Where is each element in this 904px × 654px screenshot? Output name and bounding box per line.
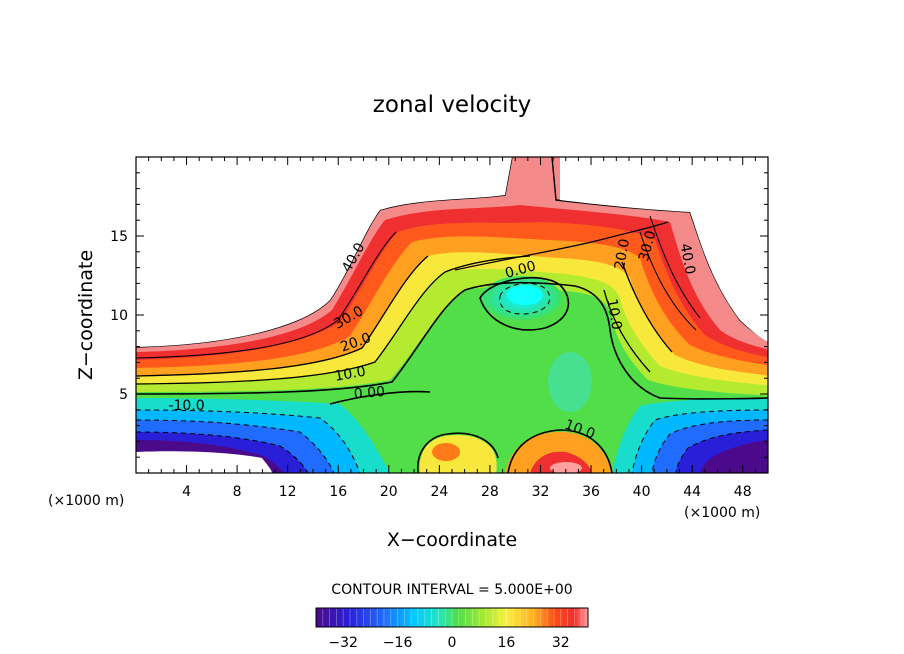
contour-label: 30.0 [636, 229, 660, 263]
y-tick-label: 10 [110, 308, 128, 324]
x-tick-label: 44 [683, 484, 701, 500]
colorbar-ticks: −32 −16 0 16 32 [328, 635, 569, 651]
contour-line-0-loop [479, 276, 570, 331]
field-blob-lower [548, 352, 592, 412]
contour-line-neg10-left [136, 409, 361, 473]
x-tick-label: 48 [734, 484, 752, 500]
contour-line-neg20-right [675, 429, 768, 473]
x-axis: 4 8 12 16 20 24 28 32 36 40 44 48 [148, 157, 756, 500]
x-tick-label: 40 [633, 484, 651, 500]
x-tick-label: 20 [380, 484, 398, 500]
contour-line-20 [136, 255, 673, 377]
contour-line-neg10-right [631, 409, 768, 473]
x-tick-label: 24 [430, 484, 448, 500]
colorbar-tick-label: 32 [552, 635, 570, 651]
contour-line-10 [136, 255, 651, 385]
x-tick-label: 16 [329, 484, 347, 500]
x-tick-label: 12 [279, 484, 297, 500]
x-axis-title: X−coordinate [387, 529, 517, 551]
contour-line-0 [136, 281, 768, 405]
contour-line-neg15-right [651, 419, 768, 473]
field-patch-bottom-right-hot [550, 462, 582, 473]
y-tick-label: 15 [110, 229, 128, 245]
contour-line-neg15-left [136, 419, 335, 473]
contour-line-0-bottom [417, 429, 613, 473]
contour-label: -10.0 [168, 398, 204, 414]
x-tick-label: 36 [582, 484, 600, 500]
x-tick-label: 32 [532, 484, 550, 500]
contour-label: 20.0 [612, 238, 633, 271]
contour-label: 10.0 [603, 298, 624, 331]
contour-label: 40.0 [677, 242, 698, 275]
y-axis: 5 10 15 [110, 172, 768, 458]
field-background-top [136, 157, 512, 347]
contour-line-30 [136, 231, 697, 359]
y-tick-label: 5 [119, 387, 128, 403]
x-unit-right: (×1000 m) [684, 505, 760, 521]
field-patch-bottom-left-core [432, 443, 460, 461]
contour-line-neg20-left [136, 431, 309, 473]
colorbar: −32 −16 0 16 32 [315, 607, 589, 651]
x-tick-label: 8 [233, 484, 242, 500]
plot-field [136, 157, 768, 473]
y-axis-title: Z−coordinate [75, 250, 97, 380]
field-band-purple-right [700, 440, 768, 473]
contour-label: 0.00 [503, 258, 537, 282]
field-hole-left [136, 451, 272, 473]
colorbar-tick-label: −32 [328, 635, 358, 651]
colorbar-tick-label: 0 [448, 635, 457, 651]
colorbar-bar [315, 607, 589, 628]
chart-title: zonal velocity [373, 92, 531, 118]
x-tick-label: 4 [182, 484, 191, 500]
x-tick-label: 28 [481, 484, 499, 500]
x-unit-left: (×1000 m) [48, 493, 124, 509]
colorbar-tick-label: 16 [497, 635, 515, 651]
field-background-top-right [560, 157, 768, 342]
colorbar-stripes [322, 609, 582, 626]
field-core-center [507, 285, 543, 305]
contour-line-jet [454, 221, 669, 271]
contour-label: 0.00 [353, 384, 385, 403]
contour-interval-caption: CONTOUR INTERVAL = 5.000E+00 [331, 582, 572, 598]
colorbar-tick-label: −16 [383, 635, 413, 651]
contour-label: 10.0 [333, 364, 366, 385]
